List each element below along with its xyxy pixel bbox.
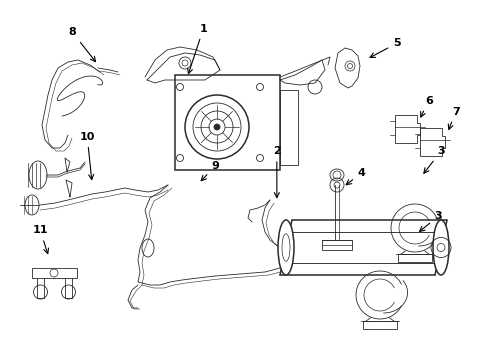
Text: 7: 7 — [448, 107, 460, 130]
Text: 10: 10 — [79, 132, 95, 180]
Text: 9: 9 — [201, 161, 220, 181]
Text: 6: 6 — [421, 96, 433, 117]
Text: 4: 4 — [346, 168, 366, 185]
Text: 11: 11 — [32, 225, 49, 253]
Text: 1: 1 — [188, 24, 207, 73]
Text: 5: 5 — [370, 38, 401, 58]
Circle shape — [214, 124, 220, 130]
Text: 3: 3 — [424, 146, 445, 173]
Text: 3: 3 — [419, 211, 442, 231]
Ellipse shape — [433, 220, 449, 275]
Text: 8: 8 — [69, 27, 96, 62]
Text: 2: 2 — [273, 146, 281, 198]
Ellipse shape — [278, 220, 294, 275]
